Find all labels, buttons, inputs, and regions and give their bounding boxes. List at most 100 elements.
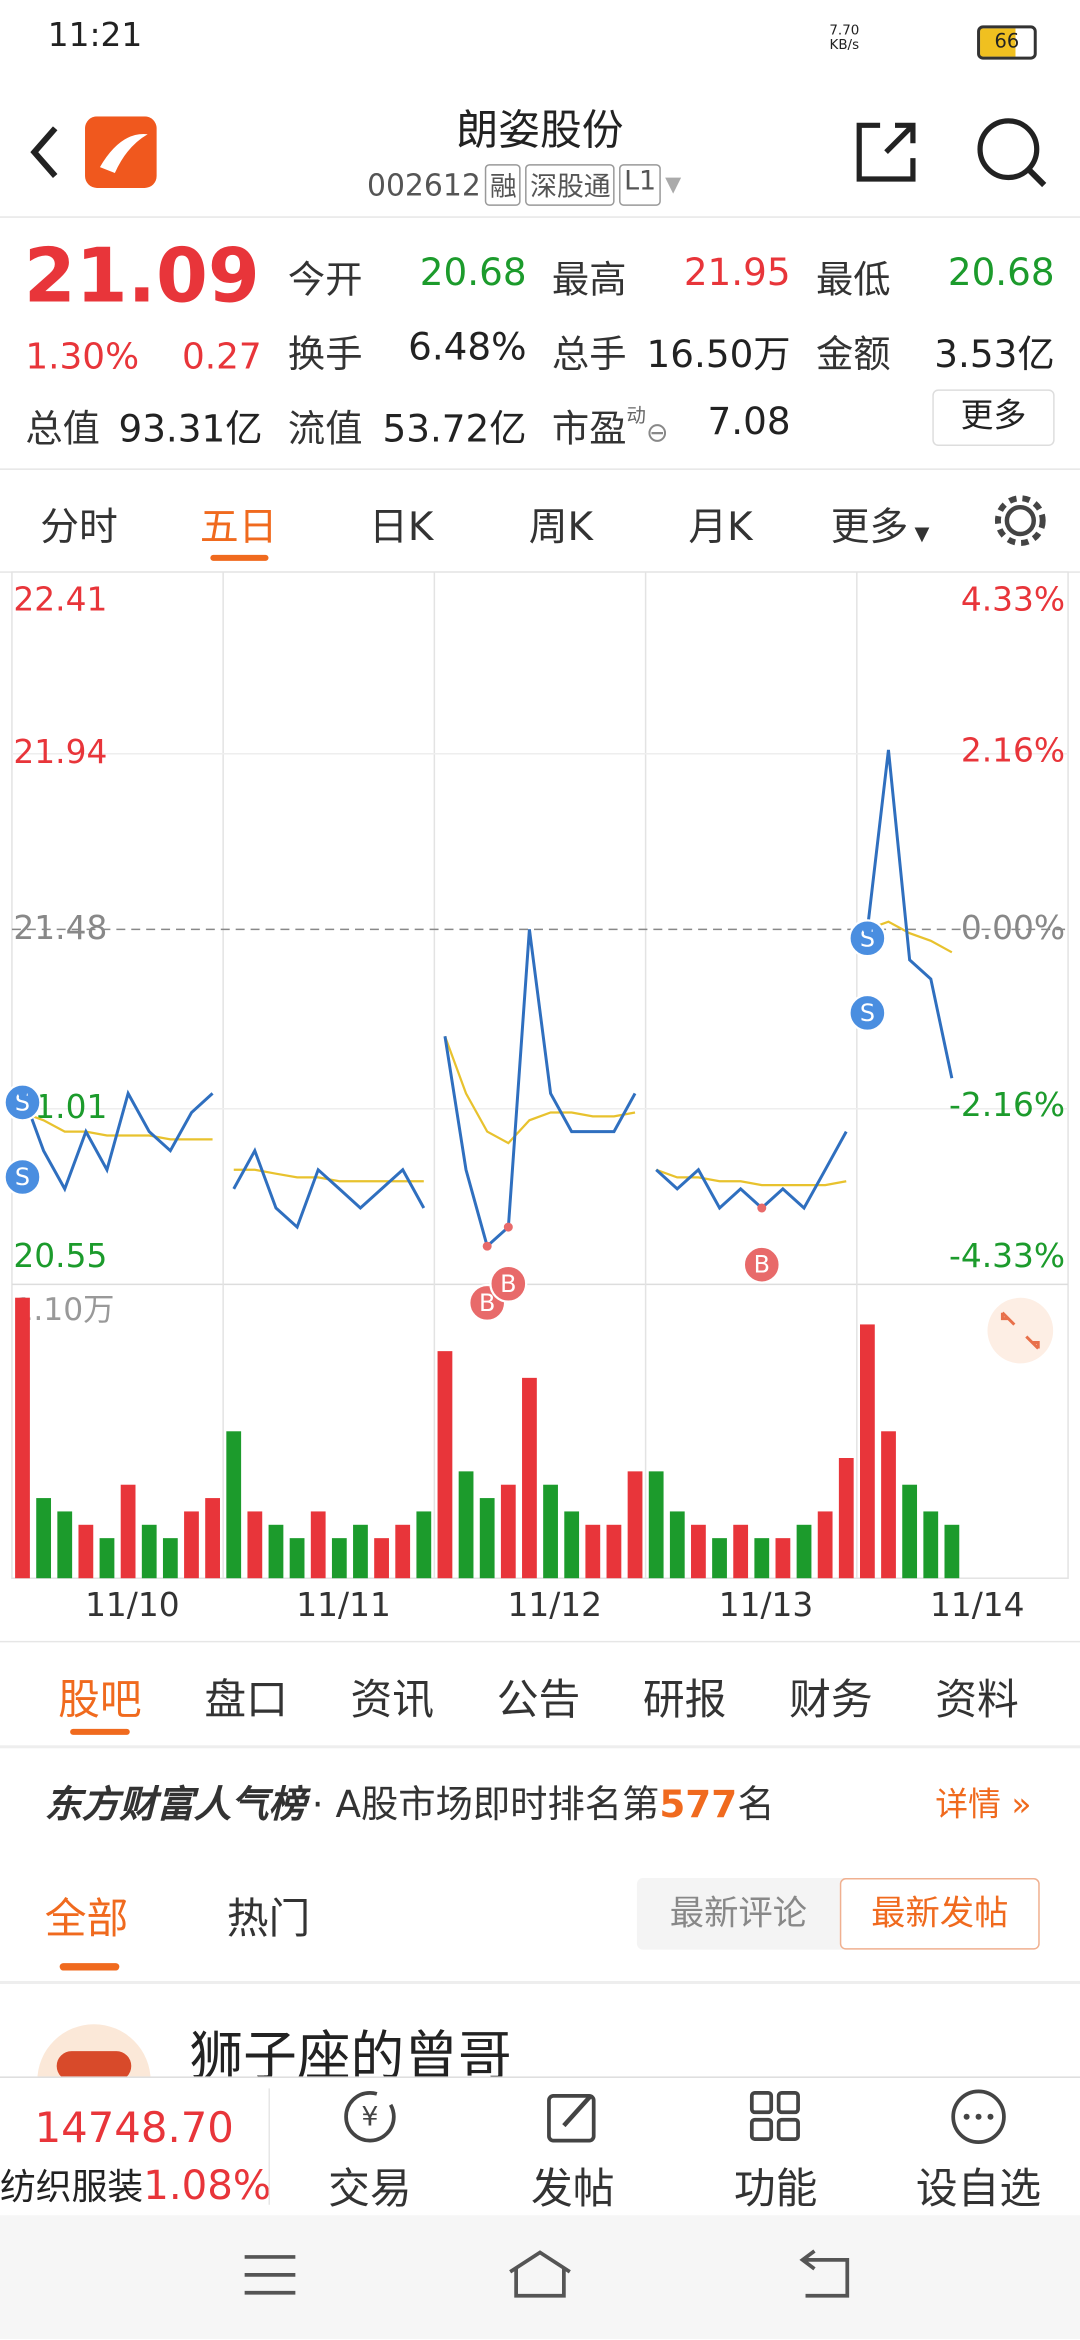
field-value: 3.53亿 — [934, 332, 1055, 376]
sub-tab[interactable]: 资料 — [935, 1675, 1019, 1725]
bottom-button[interactable]: 设自选 — [915, 2164, 1042, 2214]
volume-bar — [353, 1524, 368, 1579]
volume-bar — [141, 1524, 157, 1579]
x-tick-label: 11/10 — [85, 1586, 180, 1624]
divider — [0, 216, 1080, 218]
dropdown[interactable]: ▼ — [665, 173, 682, 197]
field-label: 总值 — [25, 407, 100, 451]
y-tick-label: 22.41 — [13, 581, 107, 619]
back-nav-icon[interactable] — [799, 2249, 850, 2298]
sort-option[interactable]: 最新评论 — [669, 1894, 808, 1934]
x-tick-label: 11/12 — [508, 1586, 603, 1624]
x-tick-label: 11/11 — [296, 1586, 391, 1624]
filter-tab[interactable]: 全部 — [44, 1894, 129, 1944]
volume-bar — [796, 1524, 812, 1579]
field-label: 今开 — [287, 258, 363, 302]
divider — [0, 1980, 1080, 1984]
menu-icon[interactable] — [244, 2255, 296, 2295]
volume-bar — [268, 1524, 284, 1579]
trade-marker — [3, 1157, 42, 1197]
volume-bar — [606, 1524, 622, 1579]
trade-marker — [742, 1245, 781, 1284]
field-label: 总手 — [551, 332, 627, 376]
sub-tab[interactable]: 盘口 — [204, 1675, 288, 1725]
volume-bar — [36, 1498, 52, 1579]
dropdown: ▼ — [908, 523, 930, 546]
marker-pin — [18, 1089, 27, 1098]
sub-tab[interactable]: 财务 — [789, 1675, 873, 1725]
sub-tab[interactable]: 公告 — [496, 1675, 581, 1725]
bottom-button[interactable]: 功能 — [733, 2164, 818, 2214]
volume-bar — [500, 1484, 516, 1579]
home-icon[interactable] — [509, 2250, 571, 2298]
tag: L1 — [619, 164, 661, 206]
sub-tab[interactable]: 资讯 — [350, 1675, 435, 1725]
nav-icons — [244, 2249, 850, 2298]
sort-option[interactable]: 最新发帖 — [839, 1878, 1040, 1950]
volume-bar — [78, 1524, 94, 1579]
sector: 纺织服装1.08% — [0, 2157, 272, 2210]
volume-bar — [162, 1538, 178, 1579]
chart-tab[interactable]: 分时 — [40, 505, 118, 551]
divider — [0, 1745, 1080, 1749]
volume-bar — [184, 1511, 199, 1579]
rank-row: 东方财富人气榜 · A股市场即时排名第 577 名 — [45, 1775, 775, 1829]
icon: ¥ — [344, 2090, 396, 2143]
more-button[interactable]: 更多 — [932, 389, 1055, 447]
chart-tab[interactable]: 五日 — [199, 505, 278, 551]
volume-bar — [522, 1377, 537, 1579]
volume-bar — [205, 1498, 220, 1579]
field-label: 流值 — [287, 407, 363, 451]
header-icons — [30, 116, 157, 188]
bottom-bar — [0, 2076, 1080, 2217]
chart-tab[interactable]: 月K — [688, 505, 753, 551]
trade-marker-label: S — [15, 1163, 30, 1191]
settings-icon[interactable] — [990, 491, 1050, 551]
volume-bar — [627, 1471, 643, 1579]
chart: 11/10 11/11 11/12 11/13 11/14 22.41 21.94 21.48… — [3, 571, 1069, 1624]
volume-bar — [754, 1538, 770, 1579]
rank-link[interactable]: 详情 » — [935, 1787, 1032, 1825]
x-tick-label: 11/13 — [719, 1586, 814, 1624]
field-value: 53.72亿 — [382, 407, 527, 451]
trade-marker-label: B — [479, 1289, 495, 1317]
filter-tab[interactable]: 热门 — [226, 1894, 311, 1944]
chart-tab[interactable]: 更多 ▼ — [830, 505, 930, 551]
chart-tab[interactable]: 周K — [528, 505, 593, 551]
tab-underline — [59, 1963, 120, 1971]
y2-tick-label: 0.00% — [961, 909, 1065, 947]
field-value: 16.50万 — [646, 332, 791, 376]
sub-tab[interactable]: 研报 — [642, 1675, 727, 1725]
search-icon[interactable] — [977, 118, 1040, 181]
price: 21.09 — [23, 232, 260, 320]
price-line — [22, 920, 953, 1187]
marker-pin — [482, 1241, 492, 1251]
divider — [0, 1640, 1080, 1643]
trade-marker-label: B — [754, 1251, 770, 1279]
share-icon[interactable] — [856, 122, 916, 182]
field-note: 动 — [626, 405, 646, 429]
marker-pin — [503, 1222, 513, 1232]
bottom-button[interactable]: 发帖 — [531, 2164, 615, 2214]
y-tick-label: 20.55 — [13, 1237, 107, 1275]
code-row: 002612 融深股通 L1 ▼ — [367, 164, 681, 206]
bottom-button[interactable]: 交易 — [328, 2164, 412, 2214]
sub-tab[interactable]: 股吧 — [58, 1675, 142, 1725]
x-tick-label: 11/14 — [930, 1586, 1025, 1624]
volume-bar — [331, 1538, 347, 1579]
volume-bar — [437, 1351, 453, 1579]
button-icon — [949, 2087, 1009, 2147]
y2-tick-label: 4.33% — [961, 581, 1065, 619]
chart-tab[interactable]: 日K — [369, 505, 434, 551]
volume-bar — [120, 1484, 136, 1579]
volume-bar — [712, 1538, 727, 1579]
index-value[interactable]: 14748.70 — [34, 2103, 234, 2153]
icon — [547, 2093, 596, 2143]
volume-bar — [543, 1484, 558, 1579]
logo-mark — [99, 134, 148, 174]
sector-pct: 1.08% — [143, 2162, 272, 2210]
volume-bar — [289, 1538, 305, 1579]
y2-tick-label: 2.16% — [961, 732, 1065, 770]
back-icon[interactable] — [30, 126, 58, 178]
